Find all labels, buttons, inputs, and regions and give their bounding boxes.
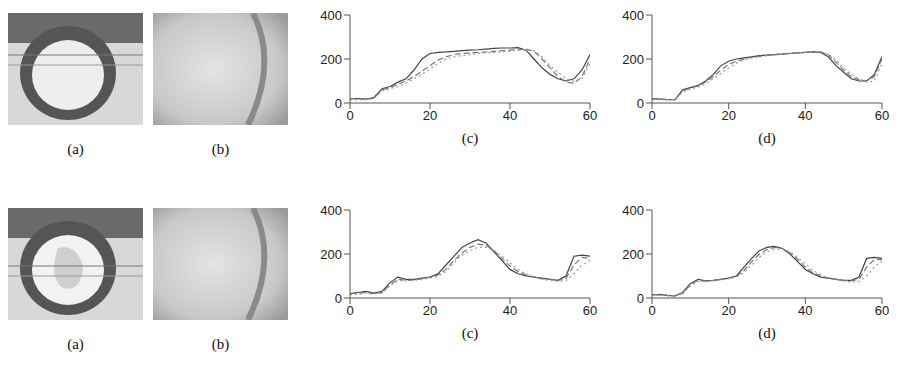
svg-text:20: 20 (721, 303, 735, 318)
svg-text:200: 200 (320, 247, 342, 262)
svg-text:40: 40 (798, 108, 812, 123)
svg-text:0: 0 (648, 303, 655, 318)
html-text:(b): (b) (211, 336, 230, 352)
svg-text:200: 200 (320, 52, 342, 67)
html-text:(a): (a) (67, 336, 84, 352)
html-text:(d): (d) (758, 130, 776, 146)
svg-text:0: 0 (335, 291, 342, 306)
svg-text:0: 0 (346, 108, 353, 123)
svg-text:40: 40 (503, 303, 517, 318)
svg-text:40: 40 (503, 108, 517, 123)
svg-text:400: 400 (622, 8, 644, 23)
svg-text:400: 400 (320, 8, 342, 23)
svg-text:400: 400 (622, 203, 644, 218)
html-text:(d): (d) (758, 325, 776, 341)
svg-text:60: 60 (875, 108, 889, 123)
svg-text:0: 0 (648, 108, 655, 123)
svg-text:20: 20 (721, 108, 735, 123)
html-text:(b): (b) (211, 141, 230, 157)
svg-text:0: 0 (335, 96, 342, 111)
svg-text:60: 60 (583, 303, 597, 318)
svg-text:200: 200 (622, 52, 644, 67)
svg-text:0: 0 (637, 96, 644, 111)
html-text:(c): (c) (461, 130, 479, 146)
svg-text:40: 40 (798, 303, 812, 318)
svg-text:200: 200 (622, 247, 644, 262)
html-text:(c): (c) (461, 325, 479, 341)
svg-text:60: 60 (583, 108, 597, 123)
svg-text:20: 20 (423, 303, 437, 318)
svg-text:400: 400 (320, 203, 342, 218)
svg-text:60: 60 (875, 303, 889, 318)
svg-text:0: 0 (637, 291, 644, 306)
html-text:(a): (a) (67, 141, 84, 157)
svg-text:0: 0 (346, 303, 353, 318)
svg-text:20: 20 (423, 108, 437, 123)
